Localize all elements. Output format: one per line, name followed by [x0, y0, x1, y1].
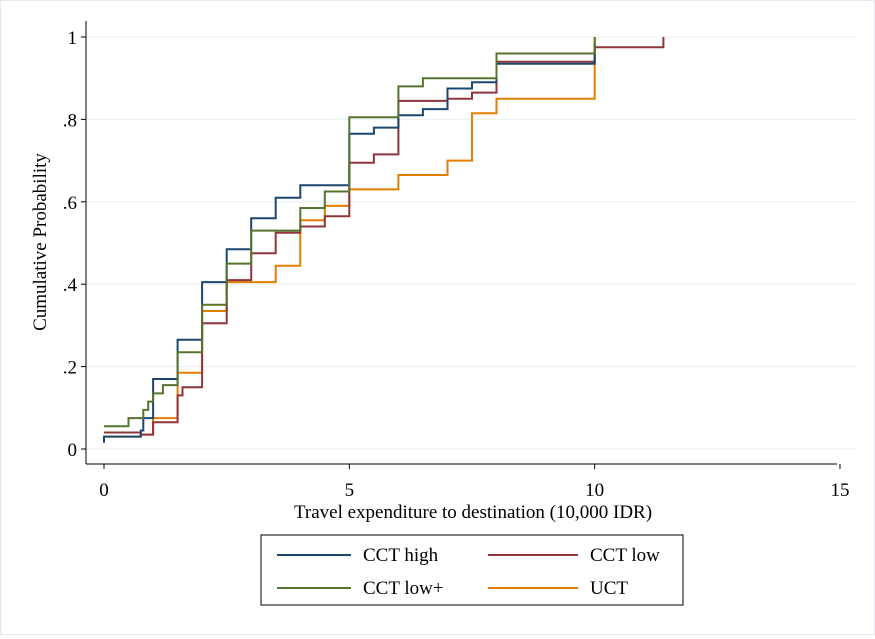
series-lines [103, 37, 665, 443]
y-tick-label: .4 [63, 275, 78, 296]
y-tick-label: .2 [63, 358, 77, 379]
axes [85, 21, 837, 465]
series-line-2 [104, 37, 596, 428]
legend-label-0: CCT high [363, 545, 439, 566]
series-line-1 [104, 37, 665, 436]
x-axis-title: Travel expenditure to destination (10,00… [294, 502, 652, 523]
y-tick-label: 1 [68, 28, 78, 49]
x-tick-label: 10 [585, 480, 604, 501]
legend-label-3: UCT [590, 578, 628, 599]
x-tick-label: 5 [345, 480, 355, 501]
legend: CCT high CCT low CCT low+ UCT [260, 534, 684, 606]
x-tick-label: 15 [831, 480, 850, 501]
y-tick-label: .6 [63, 193, 77, 214]
legend-box [260, 534, 684, 606]
series-line-0 [103, 43, 596, 443]
legend-label-2: CCT low+ [363, 578, 444, 599]
y-tick-label: 0 [68, 440, 78, 461]
y-tick-label: .8 [63, 110, 77, 131]
x-tick-label: 0 [99, 480, 109, 501]
legend-label-1: CCT low [590, 545, 660, 566]
ticks: 0.2.4.6.810 5 10 15 [63, 28, 850, 501]
y-axis-title: Cumulative Probability [30, 153, 51, 331]
